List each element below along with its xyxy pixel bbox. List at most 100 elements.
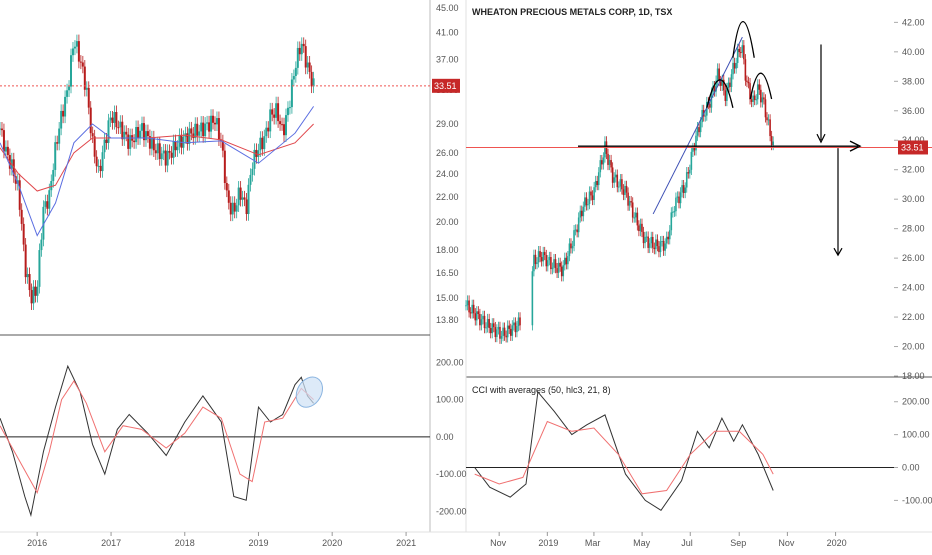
- right-candle-body: [500, 336, 503, 339]
- left-candle-body: [235, 205, 238, 212]
- left-candle-body: [48, 190, 51, 209]
- right-candle-body: [658, 246, 660, 253]
- right-candle-body: [482, 315, 484, 320]
- right-candle-body: [750, 99, 753, 102]
- right-candle-body: [621, 179, 623, 190]
- right-candle-body: [608, 160, 611, 165]
- right-candle-body: [738, 48, 741, 53]
- right-last-price-badge: [898, 140, 928, 155]
- left-candle-body: [277, 103, 280, 122]
- left-candle-body: [261, 137, 264, 150]
- left-candle-body: [95, 156, 98, 167]
- right-price-tick: 34.00: [902, 135, 925, 145]
- right-candle-body: [588, 191, 591, 205]
- right-candle-body: [755, 99, 758, 101]
- right-candle-body: [479, 314, 481, 326]
- left-candle-body: [50, 180, 53, 191]
- right-candle-body: [513, 322, 515, 326]
- left-candle-body: [66, 90, 69, 97]
- right-candle-body: [480, 319, 483, 326]
- right-candle-body: [616, 174, 619, 188]
- right-candle-body: [651, 236, 654, 248]
- right-cci-tick: -100.00: [902, 495, 932, 505]
- right-candle-body: [570, 243, 572, 249]
- right-candle-body: [488, 318, 490, 329]
- left-price-tick: 37.00: [436, 55, 459, 65]
- right-candle-body: [494, 327, 497, 338]
- left-candle-body: [300, 43, 303, 55]
- left-candle-body: [166, 150, 169, 166]
- right-candle-body: [729, 82, 731, 87]
- right-time-label: 2020: [827, 538, 847, 548]
- left-candle-body: [68, 86, 71, 91]
- left-candle-body: [229, 202, 232, 215]
- left-cci-series-cci: [0, 364, 314, 518]
- right-candle-body: [568, 243, 571, 257]
- right-chart-title: WHEATON PRECIOUS METALS CORP, 1D, TSX: [472, 7, 672, 17]
- left-candle-body: [308, 62, 311, 72]
- right-candle-body: [574, 229, 577, 231]
- right-candle-body: [591, 195, 594, 200]
- right-time-label: May: [633, 538, 651, 548]
- left-candle-body: [101, 152, 104, 172]
- right-candle-body: [662, 241, 665, 251]
- left-candle-body: [210, 115, 213, 132]
- trend-line: [652, 36, 743, 215]
- left-price-tick: 13.80: [436, 315, 459, 325]
- left-candle-body: [137, 127, 140, 139]
- right-candle-body: [642, 231, 645, 244]
- right-candle-body: [584, 197, 586, 207]
- right-candle-body: [710, 92, 713, 108]
- left-candle-body: [81, 62, 84, 67]
- left-candle-body: [164, 150, 167, 166]
- left-candle-body: [75, 41, 78, 47]
- left-candle-body: [206, 122, 209, 124]
- left-candle-body: [77, 41, 80, 62]
- left-candle-body: [117, 127, 120, 129]
- right-candle-body: [693, 148, 696, 151]
- left-candle-body: [6, 146, 9, 156]
- right-candle-body: [638, 225, 640, 232]
- left-candle-body: [97, 165, 100, 167]
- left-cci-tick: 200.00: [436, 357, 464, 367]
- right-shoulder-arc: [749, 72, 773, 100]
- right-candle-body: [718, 68, 720, 82]
- right-candle-body: [672, 211, 674, 213]
- left-last-price-label: 33.51: [434, 81, 457, 91]
- left-candle-body: [174, 141, 177, 151]
- right-price-tick: 32.00: [902, 165, 925, 175]
- left-candle-body: [281, 124, 284, 126]
- right-candle-body: [653, 247, 656, 250]
- right-candle-body: [690, 151, 693, 170]
- right-candle-body: [545, 255, 548, 267]
- right-candle-body: [557, 262, 560, 273]
- right-candle-body: [760, 89, 762, 103]
- right-price-tick: 38.00: [902, 76, 925, 86]
- right-candle-body: [673, 211, 676, 213]
- right-candle-body: [590, 191, 592, 196]
- right-candle-body: [593, 187, 595, 200]
- left-candle-body: [64, 96, 67, 117]
- right-candle-body: [472, 304, 475, 314]
- right-candle-body: [727, 82, 730, 88]
- left-candle-body: [257, 150, 260, 157]
- right-candle-body: [587, 204, 589, 206]
- right-candle-body: [633, 217, 636, 219]
- left-candle-body: [243, 197, 246, 200]
- right-candle-body: [497, 326, 500, 330]
- right-price-tick: 26.00: [902, 253, 925, 263]
- right-time-label: Nov: [778, 538, 795, 548]
- right-candle-body: [679, 192, 682, 204]
- right-candle-body: [713, 86, 716, 92]
- right-candle-body: [659, 241, 662, 253]
- left-candle-body: [52, 169, 55, 181]
- right-candle-body: [465, 305, 467, 307]
- right-candle-body: [547, 260, 549, 267]
- right-candle-body: [758, 84, 761, 90]
- right-candle-body: [716, 68, 719, 81]
- left-candle-body: [302, 43, 305, 47]
- right-candle-body: [551, 267, 554, 270]
- left-candle-body: [60, 110, 63, 129]
- right-candle-body: [678, 196, 680, 204]
- left-candle-body: [32, 286, 35, 304]
